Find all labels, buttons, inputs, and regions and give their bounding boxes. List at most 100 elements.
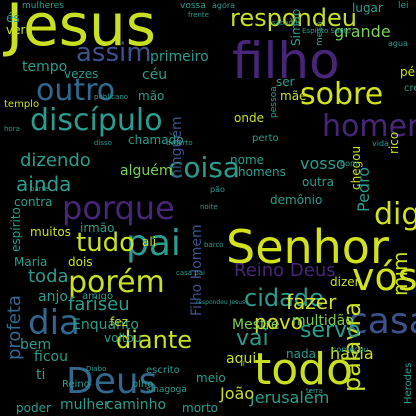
word-reino: Reino — [62, 379, 90, 390]
word-fariseu: fariseu — [68, 294, 130, 315]
word-escrito: escrito — [146, 365, 180, 376]
word-primeiro: primeiro — [150, 49, 209, 65]
word-jesus: Jesus — [6, 0, 156, 59]
word-dizendo: dizendo — [20, 150, 91, 171]
word-tempo: tempo — [22, 59, 68, 75]
word-espirito-santo: Espírito Santo — [302, 27, 351, 35]
word-herodes: Herodes — [403, 362, 414, 404]
word-vai: vai — [236, 326, 269, 351]
word-meio: meio — [196, 371, 226, 385]
word-dia: dia — [28, 303, 80, 343]
word-contra: contra — [14, 195, 53, 209]
word-maria: Maria — [14, 255, 48, 269]
word-mulher: mulher — [60, 397, 110, 413]
word-templo: templo — [4, 99, 40, 110]
word-publicano: publicano — [94, 93, 129, 101]
word-jerusalem: Jerusalém — [250, 388, 330, 407]
word-reino-deus: Reino Deus — [234, 260, 336, 281]
word-toda: toda — [28, 266, 69, 287]
word-enquanto: Enquanto — [72, 317, 139, 333]
word-ainda: ainda — [16, 172, 72, 196]
word-crer: crer — [404, 83, 416, 94]
word-pessoa: pessoa — [269, 86, 279, 118]
word-alguem: alguém — [120, 163, 173, 179]
word-amigo: amigo — [82, 291, 114, 302]
word-morto: morto — [182, 401, 219, 415]
word-aqui: aqui — [226, 351, 257, 367]
word-diabo: Diabo — [86, 365, 107, 373]
word-mao: mão — [138, 89, 165, 103]
word-mulheres: mulheres — [22, 1, 64, 11]
word-porem: porém — [68, 265, 165, 300]
word-deus: Deus — [66, 361, 158, 402]
word-anjo: anjo — [38, 289, 68, 305]
word-dizer: dizer — [330, 275, 360, 289]
word-ficou: ficou — [34, 349, 68, 365]
word-demonio: demônio — [270, 193, 323, 207]
word-ali: ali — [142, 235, 157, 249]
word-mestre: Mestre — [232, 317, 280, 333]
word-simao: Simão — [289, 8, 303, 46]
word-dois: dois — [68, 255, 93, 269]
word-tudo: tudo — [76, 228, 136, 258]
word-bem: bem — [20, 337, 52, 353]
word-mim: mim — [388, 251, 412, 296]
word-parte: parte — [30, 185, 49, 193]
word-coisa: coisa — [168, 151, 241, 184]
word-deserto: deserto — [166, 139, 193, 147]
word-outra: outra — [302, 175, 334, 189]
word-diante: diante — [116, 326, 192, 354]
word-onde: onde — [234, 111, 264, 125]
word-agora: agora — [212, 1, 236, 10]
word-sabado: sábado — [272, 19, 298, 27]
word-havia: havia — [330, 344, 374, 363]
word-ti: ti — [36, 367, 46, 383]
word-pai: pai — [126, 223, 181, 264]
word-lugar: lugar — [352, 1, 383, 15]
word-vosso: vosso — [300, 154, 346, 173]
word-ir: ir — [240, 359, 247, 369]
word-caminho: caminho — [106, 397, 167, 413]
word-joao: João — [220, 384, 255, 403]
word-fez: fez — [110, 315, 128, 329]
word-homens: homens — [238, 165, 286, 179]
word-olho: olho — [132, 379, 154, 390]
word-espirito: espírito — [9, 207, 23, 252]
word-bom: bom — [340, 159, 358, 168]
word-filho: filho — [232, 32, 340, 90]
word-disso: disso — [94, 139, 112, 147]
word-fazer: fazer — [286, 290, 337, 314]
word-comecou: começou — [332, 345, 369, 354]
word-sobre: sobre — [300, 77, 384, 112]
word-senhor: Senhor — [226, 220, 389, 274]
word-voltou: voltou — [104, 331, 142, 345]
word-servo: servo — [300, 318, 361, 343]
word-perto: perto — [252, 133, 279, 144]
word-vezes: vezes — [64, 67, 99, 81]
word-multidao: multidão — [292, 313, 354, 329]
word-grande: grande — [334, 22, 391, 41]
word-cidade: cidade — [244, 284, 324, 312]
word-vossa: vossa — [180, 1, 206, 11]
word-assim: assim — [76, 38, 152, 68]
word-todo: todo — [254, 344, 354, 395]
word-mae: mãe — [280, 89, 307, 103]
word-digo: digo — [374, 197, 416, 232]
word-ceu: céu — [142, 67, 168, 83]
word-respondeu-jesus: respondeu Jesus — [196, 299, 246, 306]
word-agua: agua — [388, 39, 408, 48]
word-nada: nada — [286, 347, 316, 361]
word-povo: povo — [254, 310, 304, 334]
word-casa: casa — [348, 301, 416, 342]
word-rico: rico — [387, 131, 401, 154]
word-irmao: irmão — [80, 221, 115, 235]
word-vida: vida — [372, 139, 389, 148]
word-noite: noite — [200, 203, 218, 211]
word-poder: poder — [16, 401, 51, 415]
word-terra: terra — [306, 387, 323, 395]
word-casa-pai: casa pai — [176, 269, 205, 277]
word-respondeu: respondeu — [230, 4, 357, 32]
word-pao: pão — [210, 185, 225, 194]
word-chamado: chamado — [128, 133, 184, 147]
